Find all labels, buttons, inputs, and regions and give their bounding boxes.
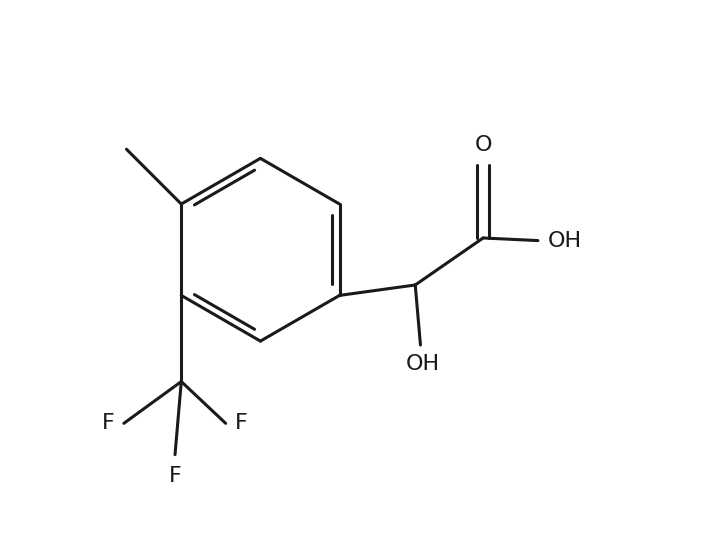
Text: F: F [101, 413, 114, 433]
Text: F: F [169, 466, 181, 486]
Text: OH: OH [548, 230, 581, 251]
Text: O: O [474, 136, 492, 155]
Text: F: F [235, 413, 248, 433]
Text: OH: OH [406, 354, 440, 375]
